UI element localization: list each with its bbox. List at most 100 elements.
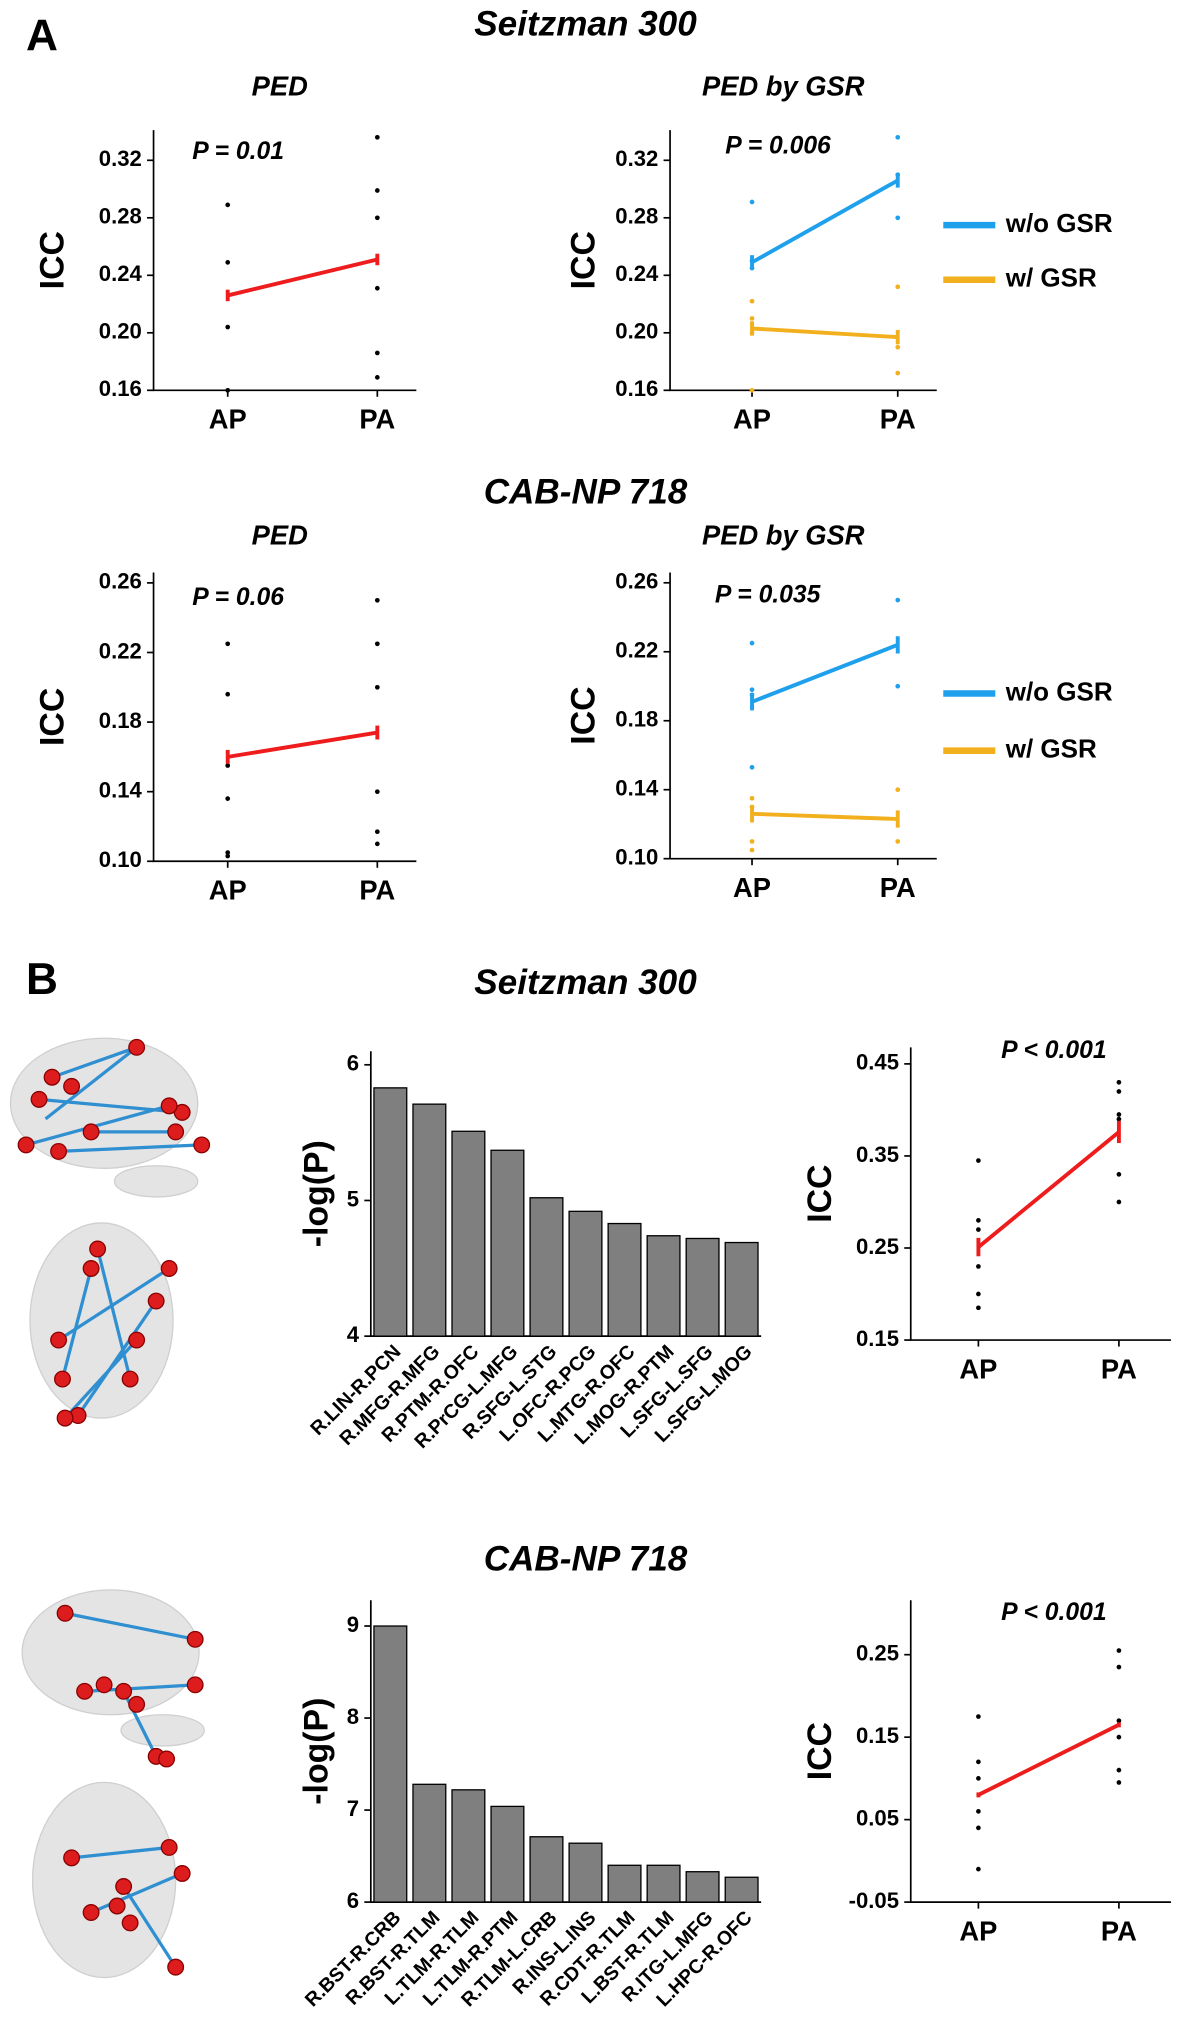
- y-tick-label: 0.16: [615, 376, 658, 401]
- chart-title: PED: [252, 71, 308, 102]
- data-point: [749, 764, 755, 770]
- series-line: [977, 1723, 1120, 1797]
- bar: [373, 1087, 408, 1337]
- brain-axial: [31, 1781, 177, 1979]
- data-point: [225, 387, 231, 393]
- y-tick-label: 0.28: [615, 204, 658, 229]
- data-point: [374, 829, 380, 835]
- series-line: [751, 326, 898, 340]
- y-tick-label: 0.15: [856, 1326, 899, 1351]
- data-point: [225, 850, 231, 855]
- heading: Seitzman 300: [474, 4, 697, 43]
- brain-nodes: [17, 1038, 211, 1976]
- y-tick-label: 0.25: [856, 1641, 899, 1666]
- data-point: [1116, 1767, 1122, 1773]
- data-point: [976, 1714, 981, 1719]
- y-tick-label: 0.10: [99, 847, 142, 872]
- legend-label: w/o GSR: [1005, 676, 1113, 706]
- data-point: [895, 597, 901, 603]
- bar: [646, 1864, 681, 1903]
- data-point: [225, 202, 231, 208]
- bar: [451, 1789, 486, 1903]
- x-tick-label: AP: [733, 404, 771, 435]
- series-line: [227, 257, 378, 298]
- data-point: [895, 344, 901, 350]
- data-point: [895, 683, 901, 689]
- panel-label: B: [26, 955, 58, 1004]
- y-tick-label: 0.18: [99, 708, 142, 733]
- annotation: P = 0.006: [725, 133, 831, 160]
- data-point: [374, 350, 380, 356]
- data-point: [749, 298, 755, 304]
- data-point: [374, 789, 380, 795]
- data-point: [976, 1809, 981, 1814]
- annotation: P = 0.035: [715, 581, 822, 608]
- y-tick-label: 0.14: [99, 778, 143, 803]
- bar: [685, 1237, 720, 1337]
- bar: [412, 1783, 447, 1903]
- series-line: [751, 178, 899, 265]
- bar: [373, 1625, 408, 1903]
- y-tick-label: 0.24: [615, 261, 659, 286]
- series-line: [977, 1130, 1121, 1249]
- y-axis-label: ICC: [34, 231, 72, 289]
- annotation: P = 0.01: [192, 138, 284, 165]
- data-point: [749, 687, 755, 693]
- bar: [529, 1836, 564, 1903]
- data-point: [225, 641, 231, 647]
- heading: CAB-NP 718: [484, 1540, 688, 1579]
- axes: [909, 1600, 1171, 1903]
- data-point: [225, 796, 231, 801]
- axes: [152, 130, 417, 392]
- y-tick-label: 0.14: [615, 776, 659, 801]
- data-point: [895, 787, 901, 793]
- brain-images: [9, 1037, 205, 1979]
- data-point: [1116, 1734, 1122, 1740]
- data-point: [1116, 1079, 1122, 1085]
- y-tick-label: 0.18: [615, 707, 658, 732]
- data-point: [895, 284, 901, 290]
- data-point: [1116, 1664, 1122, 1670]
- chart-title: PED: [252, 520, 308, 551]
- x-tick-label: PA: [359, 875, 395, 906]
- data-point: [749, 316, 755, 321]
- y-tick-label: 0.26: [615, 569, 658, 594]
- legend-label: w/o GSR: [1005, 208, 1113, 238]
- y-tick-label: 0.22: [99, 638, 142, 663]
- data-point: [976, 1305, 981, 1311]
- x-tick-label: PA: [359, 404, 395, 435]
- chart-title: PED by GSR: [702, 520, 865, 551]
- heading: CAB-NP 718: [484, 473, 688, 512]
- y-tick-label: 5: [347, 1186, 359, 1211]
- data-point: [976, 1264, 981, 1269]
- y-tick-label: 0.32: [615, 146, 658, 171]
- brain-sagittal: [21, 1589, 200, 1716]
- y-tick-label: 0.10: [615, 845, 658, 870]
- data-point: [895, 839, 901, 844]
- y-tick-label: 6: [347, 1051, 359, 1076]
- data-point: [1116, 1648, 1122, 1653]
- data-point: [374, 375, 380, 380]
- data-point: [374, 188, 380, 193]
- x-tick-label: AP: [959, 1916, 997, 1947]
- y-tick-label: 0.16: [99, 376, 142, 401]
- data-point: [976, 1825, 981, 1831]
- bar: [490, 1805, 525, 1903]
- y-tick-label: 0.28: [99, 204, 142, 229]
- data-point: [1116, 1718, 1122, 1724]
- annotation: P < 0.001: [1001, 1599, 1107, 1626]
- data-point: [749, 199, 755, 205]
- bar: [685, 1871, 720, 1903]
- data-point: [895, 370, 901, 376]
- data-point: [374, 285, 380, 291]
- y-tick-label: 9: [347, 1612, 359, 1637]
- y-tick-label: 0.25: [856, 1234, 899, 1259]
- x-tick-label: PA: [1101, 1353, 1137, 1384]
- bar: [724, 1241, 759, 1337]
- annotation: P = 0.06: [192, 584, 284, 611]
- data-point: [374, 841, 380, 847]
- x-tick-label: AP: [209, 875, 247, 906]
- series-line: [751, 643, 899, 704]
- data-point: [1116, 1172, 1122, 1177]
